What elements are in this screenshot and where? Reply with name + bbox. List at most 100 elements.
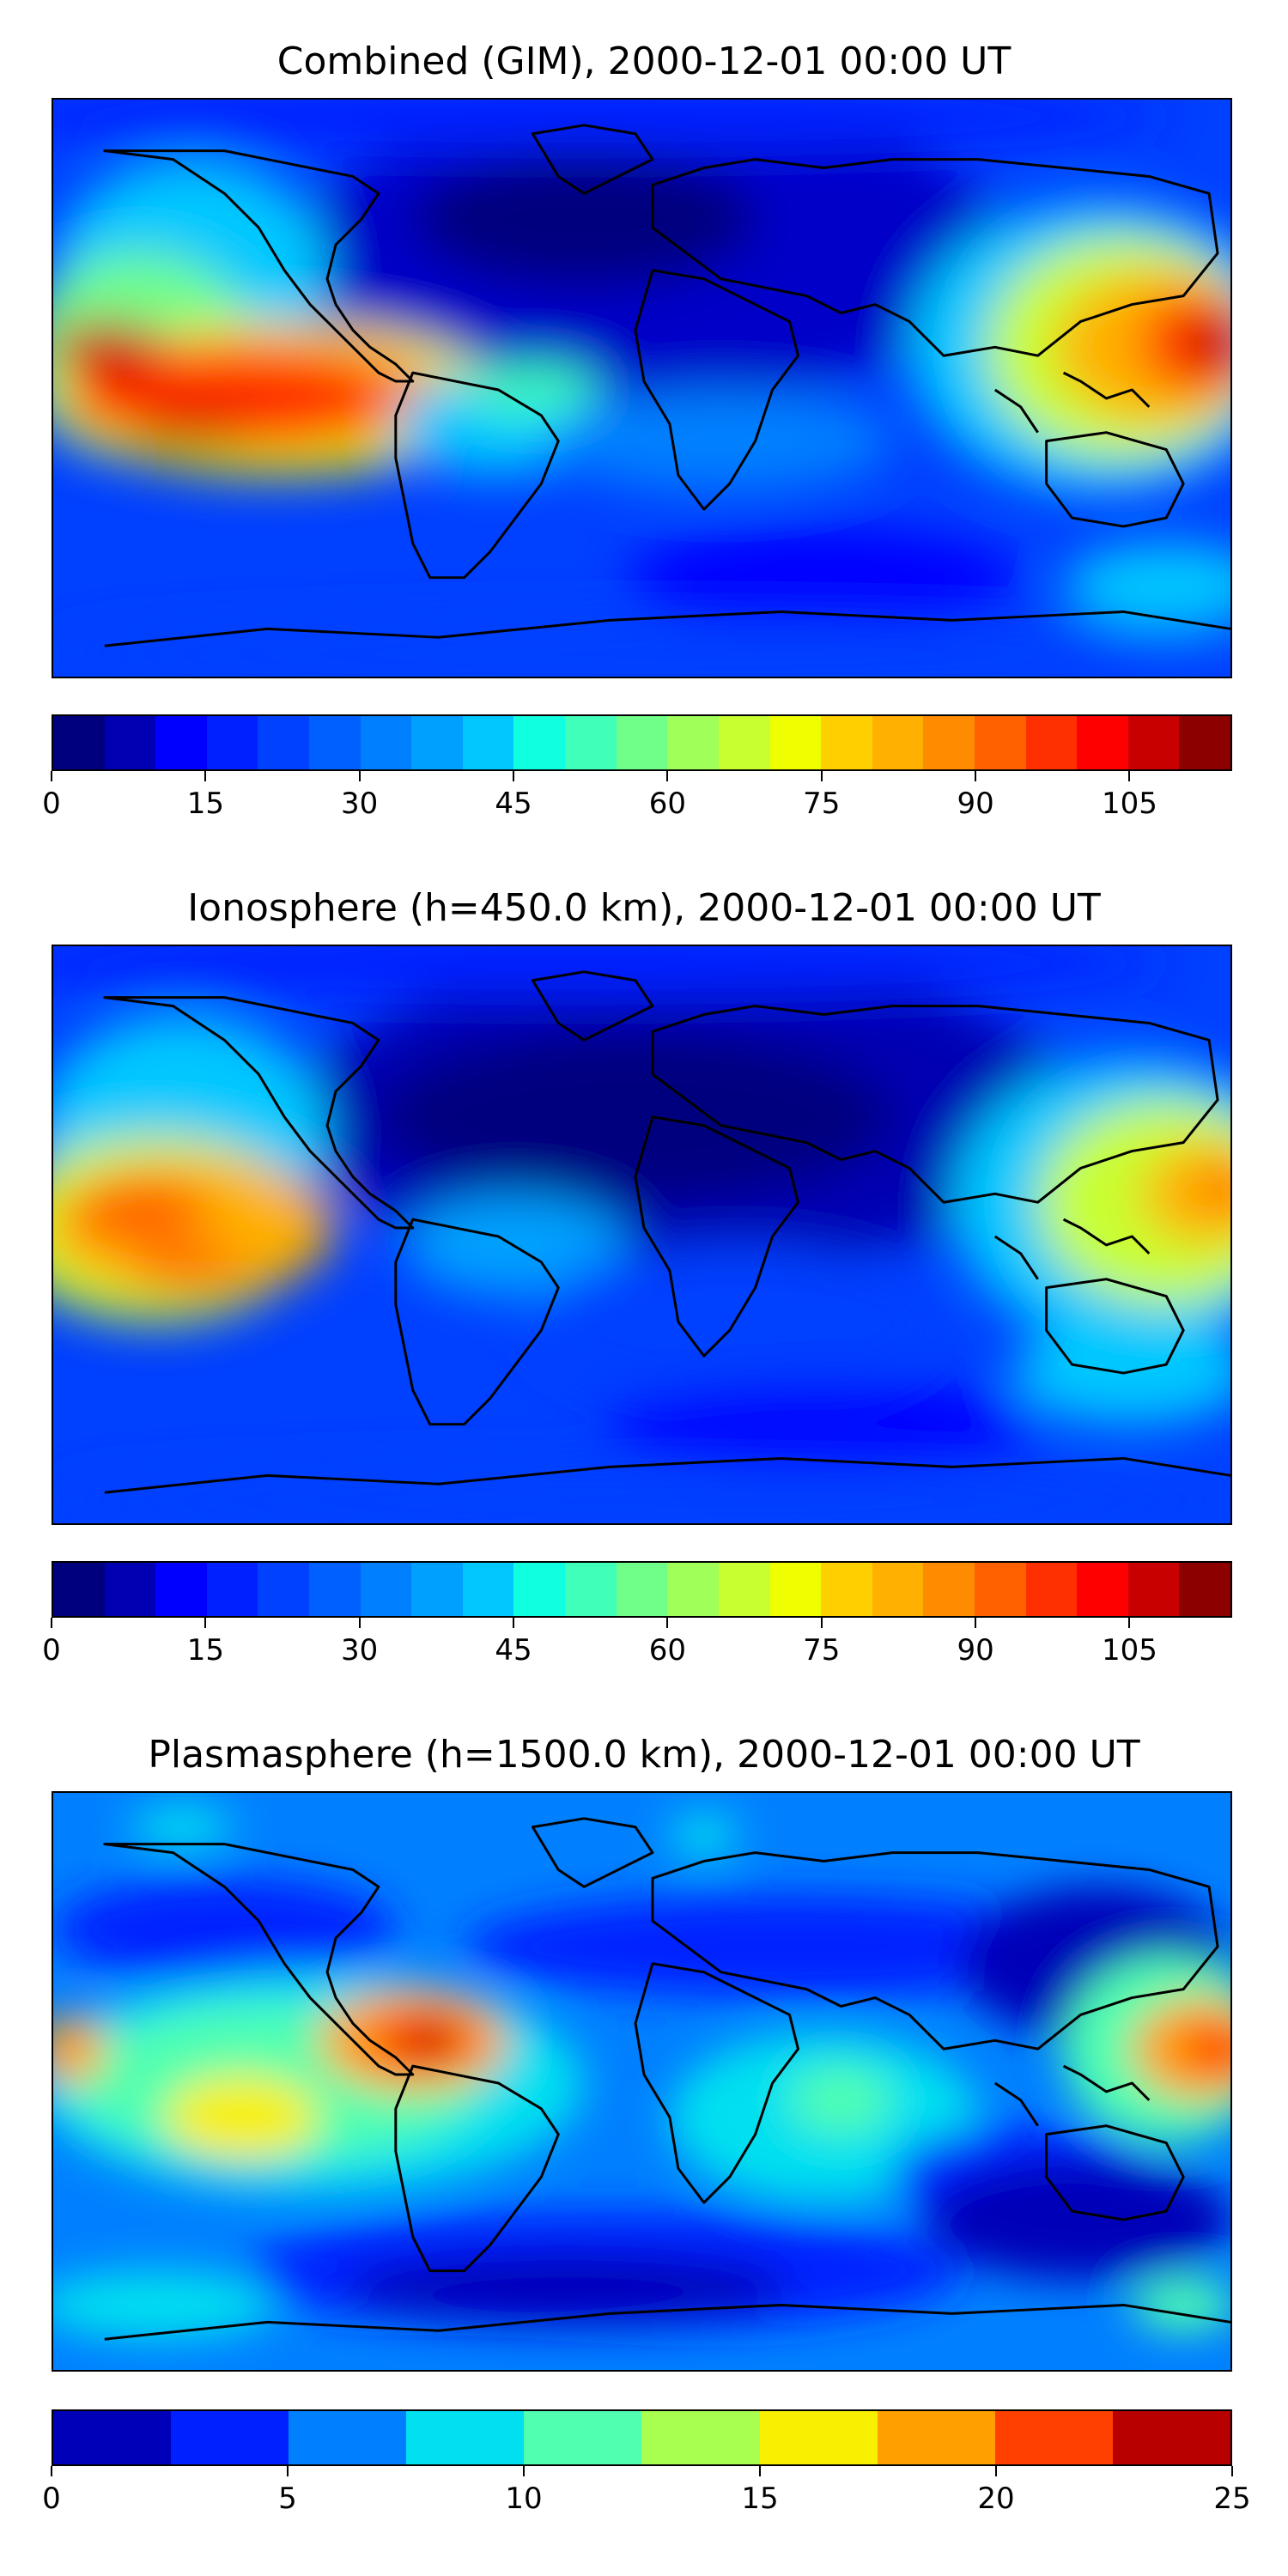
colorbar-tick-label: 0 — [42, 2482, 61, 2516]
colorbar-segment — [616, 716, 668, 769]
colorbar-tick-mark — [759, 2466, 761, 2476]
colorbar-tick-mark — [287, 2466, 289, 2476]
colorbar-segment — [974, 1563, 1026, 1616]
colorbar-segment — [1025, 1563, 1078, 1616]
colorbar-segment — [513, 1563, 566, 1616]
colorbar-segment — [1179, 1563, 1231, 1616]
coastlines — [103, 1817, 1230, 2341]
colorbar-segment — [1127, 716, 1180, 769]
map-plasmasphere — [52, 1791, 1232, 2372]
colorbar-tick-mark — [204, 771, 207, 781]
colorbar-segment — [565, 1563, 617, 1616]
colorbar-tick-mark — [666, 771, 669, 781]
colorbar-segment — [258, 1563, 310, 1616]
colorbar-segment — [641, 2411, 760, 2464]
colorbar-tick-label: 105 — [1101, 1633, 1157, 1668]
colorbar-segment — [667, 1563, 719, 1616]
map-combined — [52, 98, 1232, 678]
colorbar-tick-label: 45 — [495, 1633, 532, 1668]
tec-contour-map — [53, 1793, 1230, 2370]
colorbar-tick-mark — [358, 1618, 361, 1628]
colorbar-combined-ticks: 0 15 30 45 60 75 90 105 — [42, 771, 1232, 823]
colorbar-segment — [411, 716, 463, 769]
panel-plasmasphere-title: Plasmasphere (h=1500.0 km), 2000-12-01 0… — [148, 1733, 1140, 1777]
colorbar-segment — [462, 1563, 514, 1616]
colorbar-segment — [104, 716, 156, 769]
colorbar-segment — [155, 716, 207, 769]
panel-ionosphere-title: Ionosphere (h=450.0 km), 2000-12-01 00:0… — [187, 886, 1101, 930]
colorbar-segment — [309, 716, 361, 769]
colorbar-segment — [155, 1563, 207, 1616]
colorbar-segment — [53, 1563, 105, 1616]
colorbar-segment — [872, 716, 924, 769]
colorbar-tick-label: 75 — [803, 787, 841, 821]
colorbar-tick-mark — [204, 1618, 207, 1628]
colorbar-tick-mark — [1128, 771, 1131, 781]
colorbar-segment — [821, 716, 872, 769]
colorbar-segment — [462, 716, 514, 769]
colorbar-segment — [513, 716, 566, 769]
colorbar-segment — [206, 716, 258, 769]
coastlines — [103, 124, 1230, 647]
colorbar-segment — [974, 716, 1026, 769]
colorbar-tick-label: 10 — [505, 2482, 543, 2516]
colorbar-segment — [994, 2411, 1113, 2464]
colorbar-tick-mark — [820, 1618, 823, 1628]
colorbar-tick-label: 25 — [1213, 2482, 1251, 2516]
colorbar-segment — [53, 2411, 172, 2464]
colorbar-ionosphere — [52, 1561, 1232, 1618]
colorbar-tick-mark — [51, 771, 52, 781]
colorbar-segment — [769, 1563, 822, 1616]
colorbar-tick-mark — [513, 1618, 515, 1628]
colorbar-segment — [1025, 716, 1078, 769]
colorbar-tick-label: 75 — [803, 1633, 841, 1668]
colorbar-segment — [258, 716, 310, 769]
colorbar-segment — [206, 1563, 258, 1616]
colorbar-tick-mark — [995, 2466, 997, 2476]
colorbar-segment — [667, 716, 719, 769]
colorbar-tick-label: 60 — [648, 787, 687, 821]
colorbar-segment — [718, 716, 770, 769]
colorbar-tick-label: 15 — [741, 2482, 779, 2516]
colorbar-tick-label: 15 — [186, 1633, 224, 1668]
colorbar-plasmasphere-ticks: 0 5 10 15 20 25 — [42, 2466, 1251, 2518]
colorbar-segment — [769, 716, 822, 769]
colorbar-tick-mark — [358, 771, 361, 781]
tec-contour-map — [53, 946, 1230, 1523]
colorbar-ionosphere-ticks: 0 15 30 45 60 75 90 105 — [42, 1618, 1232, 1669]
colorbar-tick-label: 20 — [977, 2482, 1015, 2516]
colorbar-segment — [1127, 1563, 1180, 1616]
colorbar-tick-label: 105 — [1101, 787, 1157, 821]
colorbar-segment — [872, 1563, 924, 1616]
map-ionosphere — [52, 945, 1232, 1525]
colorbar-tick-mark — [975, 771, 977, 781]
colorbar-segment — [877, 2411, 995, 2464]
colorbar-tick-mark — [523, 2466, 525, 2476]
colorbar-segment — [524, 2411, 642, 2464]
colorbar-segment — [1112, 2411, 1230, 2464]
colorbar-tick-label: 90 — [957, 1633, 994, 1668]
colorbar-tick-label: 0 — [42, 1633, 61, 1668]
colorbar-tick-mark — [975, 1618, 977, 1628]
colorbar-tick-mark — [51, 2466, 52, 2476]
colorbar-segment — [1077, 716, 1128, 769]
colorbar-tick-mark — [513, 771, 515, 781]
colorbar-tick-label: 30 — [341, 787, 379, 821]
colorbar-combined — [52, 714, 1232, 771]
coastlines — [103, 970, 1230, 1494]
colorbar-segment — [406, 2411, 525, 2464]
colorbar-segment — [923, 1563, 975, 1616]
colorbar-segment — [718, 1563, 770, 1616]
colorbar-segment — [411, 1563, 463, 1616]
colorbar-plasmasphere — [52, 2409, 1232, 2466]
colorbar-tick-mark — [51, 1618, 52, 1628]
tec-contour-map — [53, 100, 1230, 677]
colorbar-tick-mark — [820, 771, 823, 781]
colorbar-tick-label: 5 — [278, 2482, 297, 2516]
colorbar-segment — [360, 716, 412, 769]
colorbar-segment — [1077, 1563, 1128, 1616]
colorbar-tick-label: 30 — [341, 1633, 379, 1668]
colorbar-segment — [923, 716, 975, 769]
colorbar-tick-mark — [1128, 1618, 1131, 1628]
colorbar-segment — [309, 1563, 361, 1616]
